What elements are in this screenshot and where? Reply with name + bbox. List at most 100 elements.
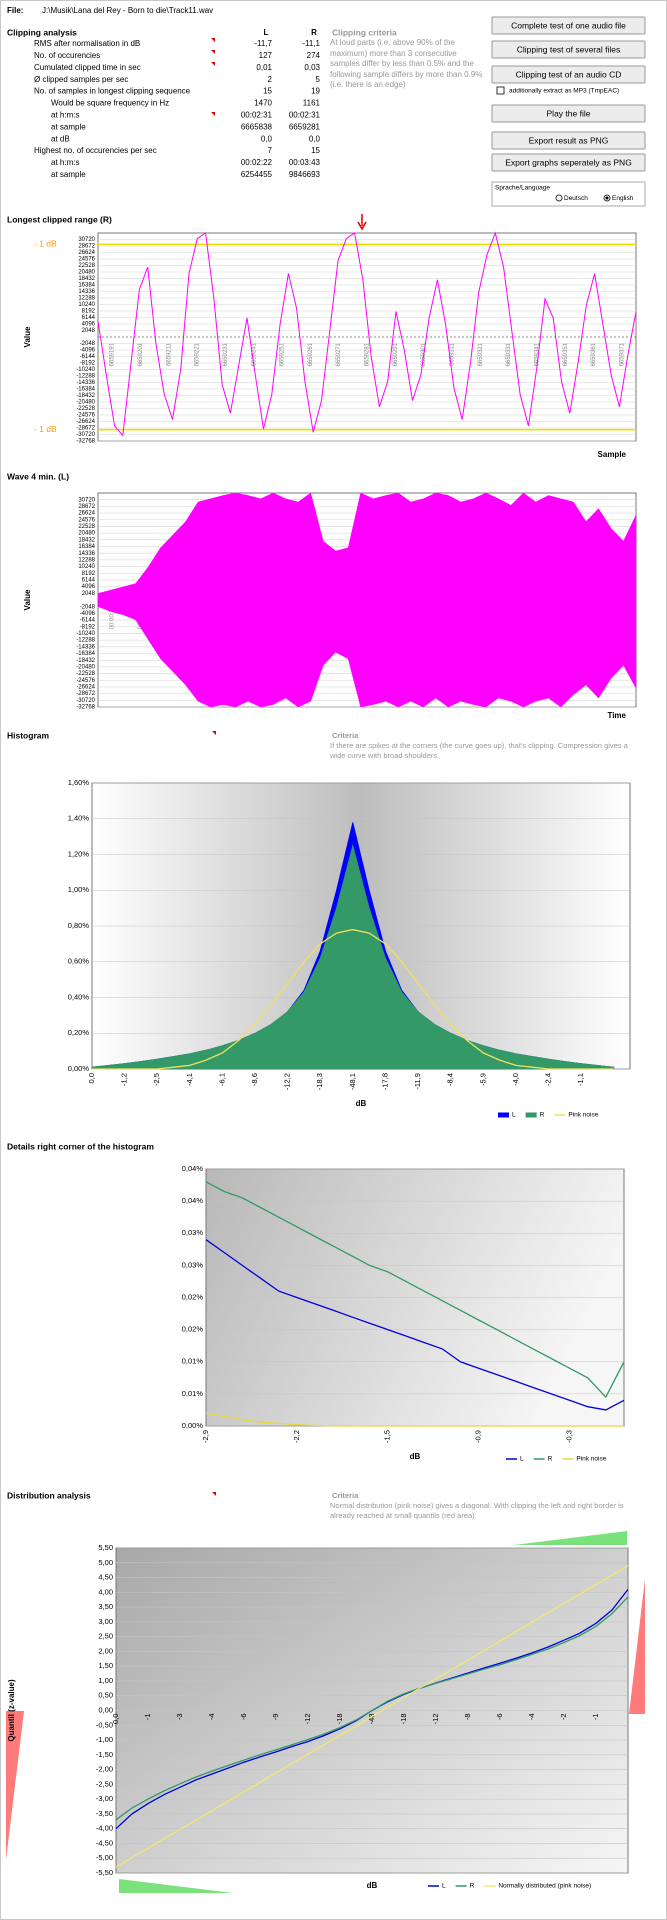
y-tick-label: 0,03% bbox=[182, 1228, 204, 1237]
row-value: 6665838 bbox=[241, 122, 273, 131]
button[interactable] bbox=[491, 65, 646, 84]
x-tick-label: -1 bbox=[591, 1714, 600, 1721]
x-tick-label: 00:00:12 bbox=[110, 605, 116, 629]
chart-title: Distribution analysis bbox=[7, 1490, 91, 1500]
series-line bbox=[115, 1565, 629, 1868]
button-label[interactable]: Export result as PNG bbox=[529, 135, 609, 145]
y-tick-label: 6144 bbox=[82, 578, 96, 584]
y-tick-label: 28672 bbox=[78, 244, 95, 250]
y-tick-label: 26624 bbox=[78, 250, 95, 256]
y-tick-label: -4096 bbox=[80, 348, 96, 354]
x-tick-label: -2,2 bbox=[292, 1430, 301, 1443]
y-tick-label: 0,02% bbox=[182, 1292, 204, 1301]
row-value: 15 bbox=[263, 87, 272, 96]
legend-swatch bbox=[525, 1112, 537, 1118]
row-label: Would be square frequency in Hz bbox=[51, 99, 169, 108]
column-header: R bbox=[311, 28, 317, 37]
y-tick-label: 0,40% bbox=[68, 992, 90, 1001]
y-tick-label: 1,40% bbox=[68, 814, 90, 823]
row-label: No. of occurencies bbox=[34, 51, 100, 60]
x-tick-label: 6659191 bbox=[110, 342, 116, 366]
green-area-top bbox=[514, 1531, 627, 1545]
criteria: At loud parts (i.e. above 90% of the max… bbox=[330, 38, 482, 89]
checkbox[interactable] bbox=[496, 86, 505, 95]
x-tick-label: -4,0 bbox=[511, 1073, 520, 1086]
button[interactable] bbox=[491, 131, 646, 150]
row-label: Ø clipped samples per sec bbox=[34, 75, 128, 84]
y-tick-label: 0,04% bbox=[182, 1196, 204, 1205]
y-tick-label: 0,00 bbox=[98, 1705, 113, 1714]
y-tick-label: 24576 bbox=[78, 257, 95, 263]
y-tick-label: 2,50 bbox=[98, 1632, 113, 1641]
y-tick-label: -0,50 bbox=[96, 1720, 113, 1729]
y-tick-label: 2,00 bbox=[98, 1646, 113, 1655]
x-tick-label: 6659231 bbox=[223, 342, 229, 366]
x-tick-label: -18 bbox=[399, 1714, 408, 1725]
criteria-text: Normal distribution (pink noise) gives a… bbox=[330, 1501, 624, 1520]
row-value: 6659281 bbox=[289, 122, 321, 131]
row-value: 0,01 bbox=[256, 63, 272, 72]
row-label: RMS after normalisation in dB bbox=[34, 39, 140, 48]
button[interactable] bbox=[491, 40, 646, 59]
y-tick-label: -1,00 bbox=[96, 1735, 113, 1744]
button[interactable] bbox=[491, 16, 646, 35]
row-value: 0,0 bbox=[261, 134, 273, 143]
y-tick-label: -26624 bbox=[76, 685, 95, 691]
chart-title: Longest clipped range (R) bbox=[7, 214, 112, 224]
criteria-title: Criteria bbox=[332, 1491, 359, 1500]
legend-label: R bbox=[540, 1112, 545, 1119]
x-tick-label: -12 bbox=[431, 1714, 440, 1725]
y-tick-label: 4,50 bbox=[98, 1573, 113, 1582]
y-tick-label: 0,50 bbox=[98, 1691, 113, 1700]
x-tick-label: -4 bbox=[527, 1714, 536, 1721]
y-tick-label: 28672 bbox=[78, 504, 95, 510]
y-tick-label: -30720 bbox=[76, 432, 95, 438]
row-value: 0,03 bbox=[304, 63, 320, 72]
button-label[interactable]: Clipping test of an audio CD bbox=[516, 69, 622, 79]
radio[interactable] bbox=[555, 194, 563, 202]
x-tick-label: -1,5 bbox=[383, 1430, 392, 1443]
row-value: 00:03:43 bbox=[289, 158, 321, 167]
button-label[interactable]: Clipping test of several files bbox=[517, 44, 620, 54]
x-tick-label: -1,2 bbox=[120, 1073, 129, 1086]
y-tick-label: 24576 bbox=[78, 517, 95, 523]
x-tick-label: 6659311 bbox=[450, 342, 456, 366]
x-tick-label: 6659221 bbox=[195, 342, 201, 366]
y-tick-label: 6144 bbox=[82, 315, 96, 321]
button-label[interactable]: Complete test of one audio file bbox=[511, 20, 626, 30]
row-label: at sample bbox=[51, 170, 86, 179]
y-tick-label: 0,60% bbox=[68, 957, 90, 966]
y-tick-label: -5,50 bbox=[96, 1868, 113, 1877]
button-label[interactable]: Play the file bbox=[547, 108, 591, 118]
y-tick-label: 30720 bbox=[78, 237, 95, 243]
radio-dot bbox=[605, 196, 609, 200]
legend-label: R bbox=[470, 1883, 475, 1890]
x-tick-label: -48,1 bbox=[348, 1073, 357, 1090]
y-tick-label: -12288 bbox=[76, 638, 95, 644]
row-value: -11,1 bbox=[302, 39, 320, 48]
section-title: Clipping analysis bbox=[7, 27, 77, 37]
y-tick-label: 1,00% bbox=[68, 885, 90, 894]
waveform bbox=[97, 231, 637, 437]
row-label: No. of samples in longest clipping seque… bbox=[34, 87, 191, 96]
y-tick-label: -6144 bbox=[80, 354, 96, 360]
y-tick-label: 0,80% bbox=[68, 921, 90, 930]
x-tick-label: 6659351 bbox=[563, 342, 569, 366]
button[interactable] bbox=[491, 153, 646, 172]
x-tick-label: -9 bbox=[271, 1714, 280, 1721]
y-tick-label: -28672 bbox=[76, 691, 95, 697]
y-tick-label: 0,03% bbox=[182, 1260, 204, 1269]
x-tick-label: -18,3 bbox=[315, 1073, 324, 1090]
x-tick-label: -8,4 bbox=[446, 1073, 455, 1086]
button[interactable] bbox=[491, 104, 646, 123]
x-tick-label: -1,1 bbox=[576, 1073, 585, 1086]
y-tick-label: 10240 bbox=[78, 564, 95, 570]
reference-label: - 1 dB bbox=[34, 239, 57, 249]
y-tick-label: 8192 bbox=[82, 309, 96, 315]
x-tick-label: -17,8 bbox=[380, 1073, 389, 1090]
x-tick-label: -4,1 bbox=[185, 1073, 194, 1086]
button-label[interactable]: Export graphs seperately as PNG bbox=[505, 157, 632, 167]
row-value: 0,0 bbox=[309, 134, 321, 143]
row-value: 1161 bbox=[303, 99, 321, 108]
